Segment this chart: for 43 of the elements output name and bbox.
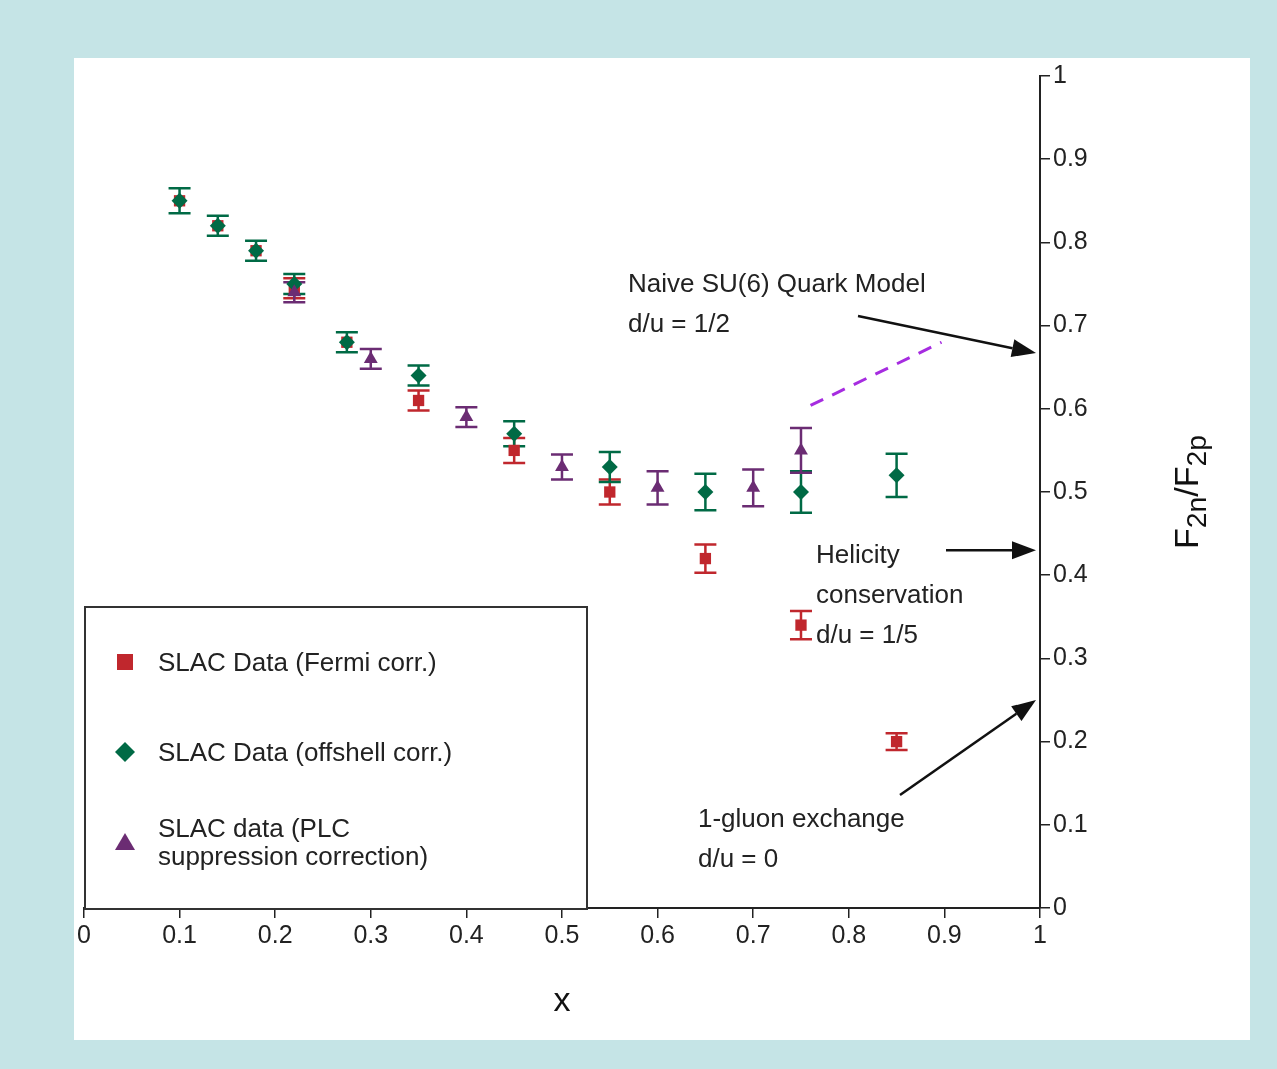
point xyxy=(792,484,809,500)
y-tick-label: 0.7 xyxy=(1053,309,1088,338)
y-tick-label: 0.5 xyxy=(1053,475,1088,504)
legend-label: SLAC Data (Fermi corr.) xyxy=(157,647,437,677)
point xyxy=(890,735,903,748)
legend-label: SLAC Data (offshell corr.) xyxy=(157,737,453,767)
x-tick-label: 0.9 xyxy=(927,919,962,948)
point xyxy=(555,459,569,472)
point xyxy=(459,409,474,422)
point xyxy=(888,467,905,484)
x-tick-label: 0.6 xyxy=(640,919,675,948)
x-tick-label: 0.2 xyxy=(257,919,293,948)
point xyxy=(795,619,807,631)
x-tick-label: 1 xyxy=(1033,919,1047,948)
y-tick-label: 0.6 xyxy=(1053,392,1088,421)
point xyxy=(604,486,616,498)
annotation: Helicity conservation d/u = 1/5 xyxy=(816,538,964,652)
point xyxy=(601,459,618,476)
y-tick-label: 0.1 xyxy=(1053,808,1088,837)
x-axis-title: x xyxy=(553,980,571,1019)
legend-label: SLAC data (PLC suppression correction) xyxy=(157,813,429,871)
x-tick-label: 0.1 xyxy=(162,919,197,948)
x-tick-label: 0 xyxy=(77,919,91,948)
y-tick-label: 0.3 xyxy=(1053,642,1088,671)
y-tick-label: 0.9 xyxy=(1053,143,1088,172)
y-tick-label: 0 xyxy=(1053,891,1067,920)
y-tick-label: 0.4 xyxy=(1053,559,1088,588)
annotation: Naive SU(6) Quark Model d/u = 1/2 xyxy=(628,267,926,341)
point xyxy=(697,484,714,500)
x-tick-label: 0.3 xyxy=(353,919,389,948)
x-tick-label: 0.4 xyxy=(448,919,484,948)
x-tick-label: 0.5 xyxy=(544,919,580,948)
y-tick-label: 0.2 xyxy=(1053,725,1088,754)
point xyxy=(412,394,425,407)
x-tick-label: 0.7 xyxy=(735,919,771,948)
y-tick-label: 1 xyxy=(1053,59,1067,88)
point xyxy=(794,442,808,455)
point xyxy=(506,425,523,442)
annotation: 1-gluon exchange d/u = 0 xyxy=(698,802,905,875)
y-tick-label: 0.8 xyxy=(1053,226,1088,255)
point xyxy=(508,444,520,457)
x-tick-label: 0.8 xyxy=(831,919,867,948)
point xyxy=(699,552,712,565)
